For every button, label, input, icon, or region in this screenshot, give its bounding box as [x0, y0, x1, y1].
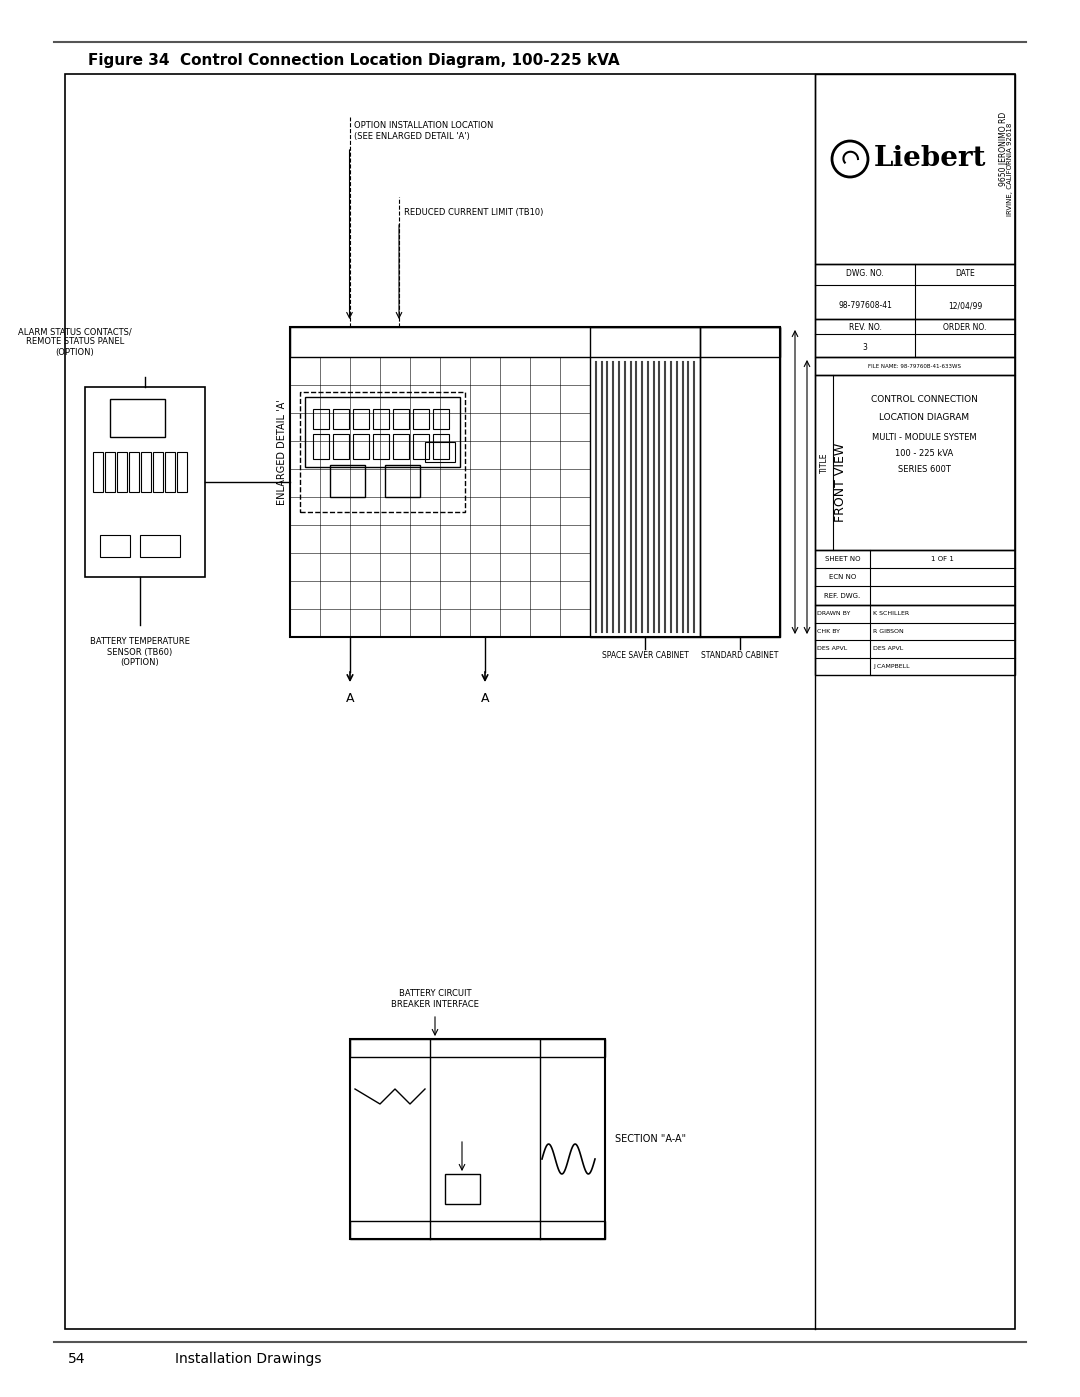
Text: 54: 54 [68, 1352, 85, 1366]
Bar [433, 409, 449, 429]
Bar [815, 358, 1015, 374]
Text: SERIES 600T: SERIES 600T [897, 465, 950, 475]
Bar [141, 453, 151, 492]
Text: BATTERY CIRCUIT
BREAKER INTERFACE: BATTERY CIRCUIT BREAKER INTERFACE [391, 989, 478, 1009]
Text: ORDER NO.: ORDER NO. [943, 324, 987, 332]
Bar [700, 327, 780, 637]
Bar [815, 319, 1015, 358]
Bar [815, 374, 1015, 550]
Bar [105, 453, 114, 492]
Bar [373, 409, 389, 429]
Bar [153, 453, 163, 492]
Text: (SEE ENLARGED DETAIL 'A'): (SEE ENLARGED DETAIL 'A') [354, 133, 470, 141]
Text: DES APVL: DES APVL [816, 647, 847, 651]
Bar [117, 453, 127, 492]
Text: REF. DWG.: REF. DWG. [824, 592, 861, 599]
Bar [350, 1039, 605, 1239]
Text: Liebert: Liebert [874, 145, 986, 172]
Text: SHEET NO: SHEET NO [825, 556, 861, 562]
Text: BATTERY TEMPERATURE
SENSOR (TB60)
(OPTION): BATTERY TEMPERATURE SENSOR (TB60) (OPTIO… [90, 637, 190, 666]
Bar [65, 74, 1015, 1329]
Bar [350, 1039, 605, 1058]
Text: IRVINE, CALIFORNIA 92618: IRVINE, CALIFORNIA 92618 [1007, 123, 1013, 215]
Text: DATE: DATE [955, 270, 975, 278]
Text: TITLE: TITLE [820, 453, 828, 472]
Bar [333, 409, 349, 429]
Bar [433, 434, 449, 460]
Text: SECTION "A-A": SECTION "A-A" [615, 1134, 686, 1144]
Bar [350, 1221, 605, 1239]
Text: CHK BY: CHK BY [816, 629, 840, 634]
Text: 98-797608-41: 98-797608-41 [838, 302, 892, 310]
Text: DWG. NO.: DWG. NO. [846, 270, 883, 278]
Text: SPACE SAVER CABINET: SPACE SAVER CABINET [602, 651, 688, 659]
Text: DES APVL: DES APVL [873, 647, 903, 651]
Bar [300, 393, 465, 511]
Bar [373, 434, 389, 460]
Bar [333, 434, 349, 460]
Text: STANDARD CABINET: STANDARD CABINET [701, 651, 779, 659]
Text: 1 OF 1: 1 OF 1 [931, 556, 954, 562]
Text: OPTION INSTALLATION LOCATION: OPTION INSTALLATION LOCATION [354, 120, 494, 130]
Text: 3: 3 [863, 342, 867, 352]
Text: Installation Drawings: Installation Drawings [175, 1352, 322, 1366]
Text: CONTROL CONNECTION: CONTROL CONNECTION [870, 395, 977, 405]
Bar [313, 434, 329, 460]
Text: REV. NO.: REV. NO. [849, 324, 881, 332]
Text: MULTI - MODULE SYSTEM: MULTI - MODULE SYSTEM [872, 433, 976, 441]
Bar [305, 397, 460, 467]
Bar [353, 409, 369, 429]
Bar [426, 441, 455, 462]
Text: R GIBSON: R GIBSON [873, 629, 904, 634]
Text: A: A [481, 693, 489, 705]
Bar [413, 434, 429, 460]
Bar [815, 550, 1015, 605]
Text: Figure 34  Control Connection Location Diagram, 100-225 kVA: Figure 34 Control Connection Location Di… [87, 53, 620, 67]
Text: 100 - 225 kVA: 100 - 225 kVA [895, 448, 954, 457]
Text: K SCHILLER: K SCHILLER [873, 612, 909, 616]
Bar [291, 327, 780, 637]
Text: 12/04/99: 12/04/99 [948, 302, 982, 310]
Text: DRAWN BY: DRAWN BY [816, 612, 850, 616]
Text: ALARM STATUS CONTACTS/
REMOTE STATUS PANEL
(OPTION): ALARM STATUS CONTACTS/ REMOTE STATUS PAN… [18, 327, 132, 356]
Bar [590, 327, 700, 637]
Bar [313, 409, 329, 429]
Bar [384, 465, 420, 497]
Bar [393, 409, 409, 429]
Bar [393, 434, 409, 460]
Bar [165, 453, 175, 492]
Text: ECN NO: ECN NO [828, 574, 856, 580]
Bar [330, 465, 365, 497]
Bar [353, 434, 369, 460]
Text: 9650 JERONIMO RD: 9650 JERONIMO RD [999, 112, 1008, 186]
Circle shape [832, 141, 868, 177]
Bar [413, 409, 429, 429]
Bar [815, 605, 1015, 675]
Bar [815, 264, 1015, 319]
Bar [85, 387, 205, 577]
Bar [445, 1173, 480, 1204]
Bar [100, 535, 130, 557]
Bar [93, 453, 103, 492]
Bar [140, 535, 180, 557]
Text: FILE NAME: 98-79760B-41-633WS: FILE NAME: 98-79760B-41-633WS [868, 363, 961, 369]
Bar [129, 453, 139, 492]
Text: ENLARGED DETAIL 'A': ENLARGED DETAIL 'A' [276, 400, 287, 504]
Text: J CAMPBELL: J CAMPBELL [873, 664, 909, 669]
Text: FRONT VIEW: FRONT VIEW [834, 443, 847, 521]
Text: LOCATION DIAGRAM: LOCATION DIAGRAM [879, 412, 969, 422]
Bar [815, 74, 1015, 264]
Text: REDUCED CURRENT LIMIT (TB10): REDUCED CURRENT LIMIT (TB10) [404, 208, 543, 217]
Bar [110, 400, 165, 437]
Text: A: A [346, 693, 354, 705]
Bar [177, 453, 187, 492]
Bar [291, 327, 780, 358]
